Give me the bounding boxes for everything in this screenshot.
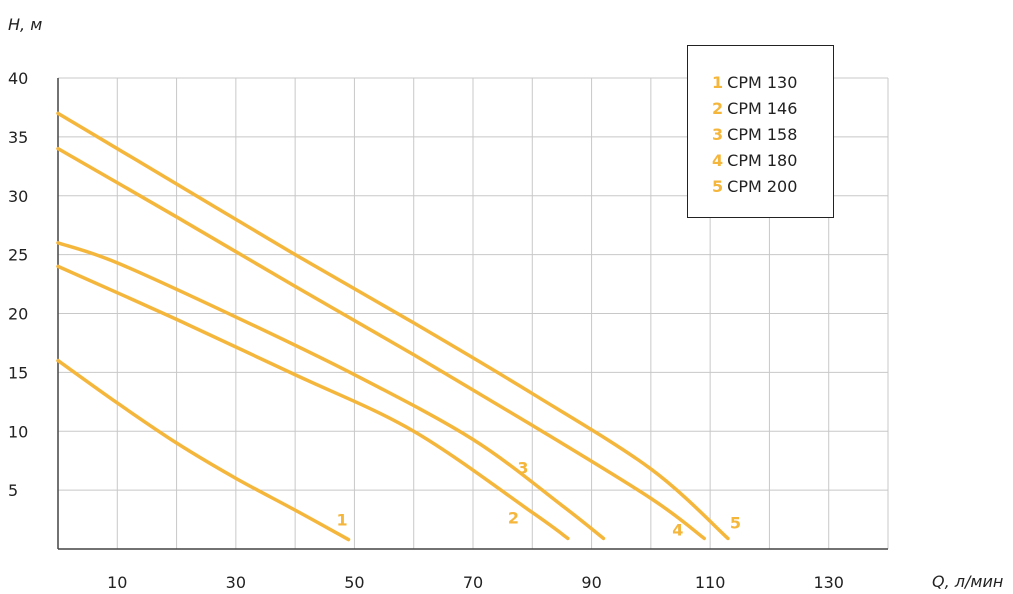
legend-label: CPM 200	[727, 177, 798, 196]
legend-label: CPM 158	[727, 125, 798, 144]
legend-item: 1 CPM 130	[712, 70, 833, 96]
curve-1	[56, 358, 351, 542]
y-tick-label: 35	[8, 128, 28, 147]
x-tick-label: 10	[107, 573, 127, 592]
legend-number: 3	[712, 125, 724, 144]
legend: 1 CPM 130 2 CPM 146 3 CPM 158 4 CPM 180 5 CPM 200	[687, 45, 834, 218]
legend-item: 2 CPM 146	[712, 96, 833, 122]
y-tick-label: 15	[8, 363, 28, 382]
curves	[56, 111, 730, 542]
legend-number: 1	[712, 73, 724, 92]
y-tick-label: 10	[8, 422, 28, 441]
legend-label: CPM 180	[727, 151, 798, 170]
x-axis-title: Q, л/мин	[932, 572, 1003, 591]
axes	[57, 78, 888, 550]
curve-label-2: 2	[508, 508, 519, 527]
x-tick-label: 70	[463, 573, 483, 592]
curve-labels: 1 2 3 4 5	[337, 458, 742, 539]
legend-item: 3 CPM 158	[712, 122, 833, 148]
curve-3	[56, 241, 606, 541]
legend-label: CPM 130	[727, 73, 798, 92]
legend-label: CPM 146	[727, 99, 798, 118]
curve-label-5: 5	[730, 513, 741, 532]
legend-number: 4	[712, 151, 724, 170]
y-tick-label: 25	[8, 246, 28, 265]
curve-label-3: 3	[517, 458, 528, 477]
curve-4	[56, 146, 706, 541]
legend-number: 5	[712, 177, 724, 196]
legend-item: 5 CPM 200	[712, 174, 833, 200]
x-tick-label: 30	[226, 573, 246, 592]
curve-5	[56, 111, 730, 541]
y-tick-label: 40	[8, 69, 28, 88]
x-tick-label: 110	[695, 573, 726, 592]
y-tick-label: 20	[8, 305, 28, 324]
curve-2	[56, 264, 570, 541]
curve-label-4: 4	[672, 520, 683, 539]
x-tick-label: 50	[344, 573, 364, 592]
legend-number: 2	[712, 99, 724, 118]
x-tick-label: 130	[813, 573, 844, 592]
curve-label-1: 1	[337, 511, 348, 530]
y-tick-label: 30	[8, 187, 28, 206]
x-tick-label: 90	[581, 573, 601, 592]
legend-item: 4 CPM 180	[712, 148, 833, 174]
y-axis-title: H, м	[8, 15, 42, 34]
y-tick-label: 5	[8, 481, 18, 500]
